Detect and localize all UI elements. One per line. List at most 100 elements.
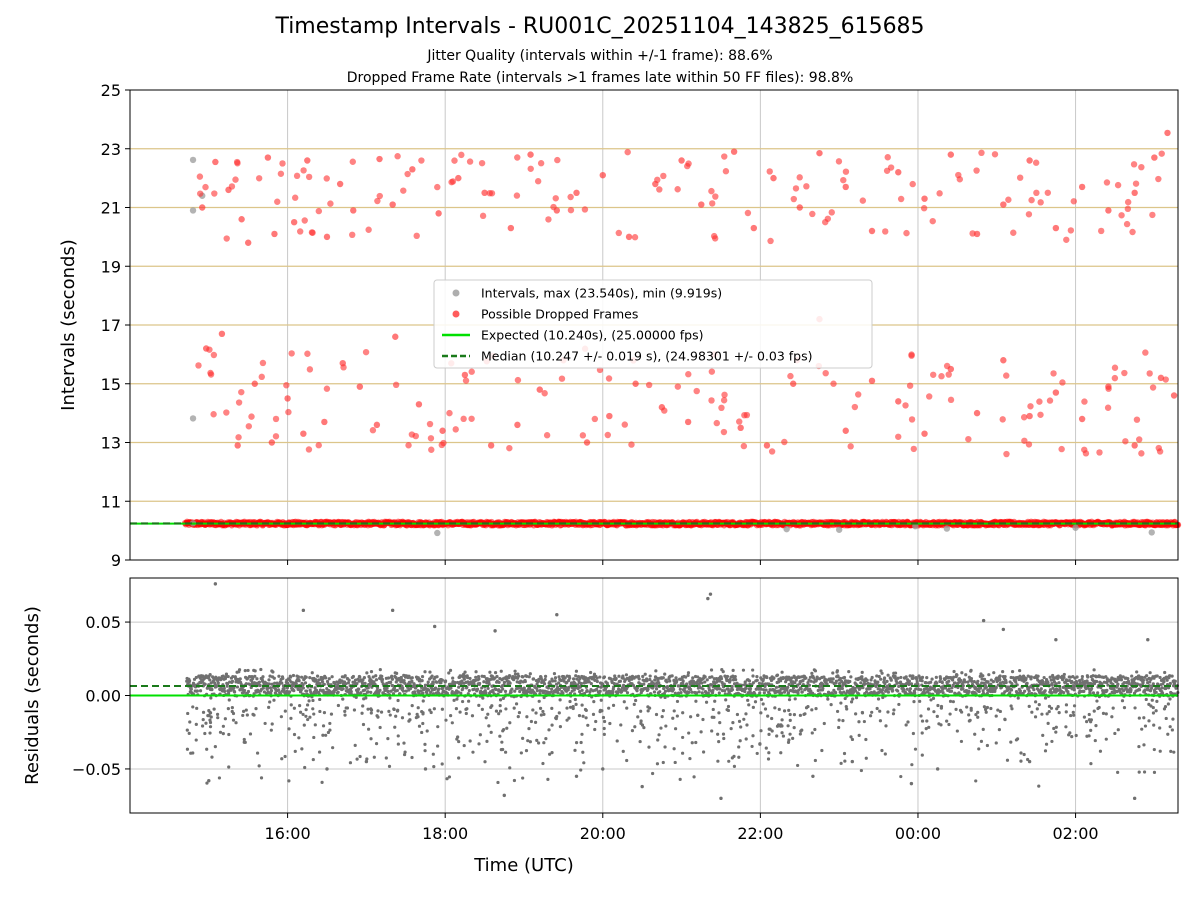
- residual-point: [1046, 721, 1050, 725]
- dropped-frame-point: [929, 217, 936, 225]
- dropped-frame-point: [232, 176, 239, 183]
- dropped-frame-point: [212, 158, 219, 166]
- dropped-frame-point: [835, 158, 843, 165]
- residual-point: [1066, 692, 1070, 696]
- residual-point: [1092, 668, 1096, 672]
- residual-point: [451, 676, 455, 680]
- residual-point: [949, 689, 954, 693]
- dropped-frame-point: [218, 330, 226, 338]
- residual-point: [1130, 674, 1134, 678]
- residual-point: [459, 682, 463, 686]
- residual-point: [1095, 679, 1099, 684]
- dropped-frame-point: [822, 218, 829, 226]
- residual-point: [498, 698, 503, 702]
- residual-point: [561, 691, 565, 695]
- residual-point: [807, 683, 811, 687]
- residual-point: [537, 677, 541, 682]
- residual-point: [502, 727, 506, 732]
- dropped-frame-point: [349, 158, 356, 165]
- residual-point: [352, 708, 357, 712]
- dropped-frame-point: [1078, 183, 1086, 191]
- residual-point: [468, 676, 472, 681]
- residual-point: [449, 686, 453, 690]
- residual-point: [1068, 675, 1072, 679]
- residual-point: [1072, 688, 1076, 692]
- residual-point: [854, 695, 859, 700]
- residual-point: [1057, 711, 1061, 715]
- dropped-frame-point: [599, 171, 606, 179]
- residual-point: [1105, 688, 1109, 692]
- dropped-frame-point: [573, 189, 580, 197]
- residual-point: [477, 742, 481, 746]
- residual-point: [243, 669, 247, 673]
- dropped-frame-point: [711, 235, 719, 242]
- residual-point: [408, 687, 413, 691]
- dropped-frame-point: [369, 427, 377, 434]
- residual-point: [1030, 691, 1034, 696]
- residual-point: [498, 704, 502, 708]
- residual-point: [875, 706, 879, 711]
- residual-point: [834, 679, 838, 683]
- dropped-frame-point: [1142, 349, 1149, 356]
- residual-point: [324, 676, 328, 680]
- residual-point: [484, 691, 488, 695]
- dropped-frame-point: [1037, 199, 1044, 206]
- dropped-frame-point: [460, 415, 467, 423]
- dropped-frame-point: [455, 174, 462, 182]
- residual-point: [444, 718, 448, 722]
- dropped-frame-point: [1063, 236, 1070, 243]
- residual-point: [208, 678, 212, 682]
- residual-point: [753, 700, 758, 704]
- dropped-frame-point: [235, 399, 243, 406]
- dropped-frame-point: [1111, 374, 1119, 382]
- dropped-frame-point: [908, 352, 915, 359]
- residual-point: [953, 681, 957, 685]
- residual-point: [929, 698, 933, 702]
- residual-point: [1096, 691, 1100, 695]
- residual-point: [205, 747, 209, 751]
- residual-point: [790, 676, 794, 680]
- residual-point: [813, 669, 818, 673]
- residual-point: [410, 676, 414, 680]
- dropped-frame-point: [259, 359, 267, 367]
- dropped-frame-point: [536, 386, 543, 393]
- residual-point: [463, 670, 467, 674]
- residual-point: [268, 674, 272, 678]
- residual-point: [393, 725, 397, 729]
- residual-point: [1155, 699, 1159, 703]
- residual-point: [1034, 700, 1038, 704]
- residual-point: [508, 674, 512, 678]
- residual-point: [369, 670, 374, 674]
- residual-point: [730, 688, 735, 692]
- dropped-frame-point: [1155, 444, 1162, 452]
- dropped-frame-point: [439, 427, 446, 434]
- dropped-frame-point: [851, 403, 859, 411]
- residual-point: [701, 687, 705, 691]
- residual-point: [567, 685, 571, 689]
- top-ytick-label: 21: [101, 199, 121, 218]
- residual-point: [998, 674, 1002, 678]
- residual-point: [656, 738, 660, 742]
- residual-point: [189, 687, 193, 691]
- residual-point: [1129, 688, 1133, 692]
- residual-point: [1163, 670, 1167, 675]
- residual-point: [1168, 697, 1172, 701]
- residual-point: [553, 676, 558, 680]
- residual-point: [519, 679, 523, 683]
- residual-point: [660, 715, 664, 719]
- residual-point: [843, 696, 847, 701]
- residual-point: [981, 689, 985, 693]
- residual-point: [734, 678, 738, 682]
- residual-point: [525, 690, 530, 694]
- dropped-frame-point: [1151, 154, 1158, 161]
- dropped-frame-point: [842, 183, 849, 191]
- residual-point: [355, 681, 359, 686]
- residual-point: [303, 765, 307, 770]
- dropped-frame-point: [579, 432, 587, 439]
- residual-point: [797, 688, 801, 692]
- dropped-frame-point: [448, 178, 455, 186]
- residual-point: [244, 708, 248, 712]
- dropped-frame-point: [340, 364, 347, 371]
- residual-point: [543, 674, 548, 678]
- residual-point: [978, 674, 982, 678]
